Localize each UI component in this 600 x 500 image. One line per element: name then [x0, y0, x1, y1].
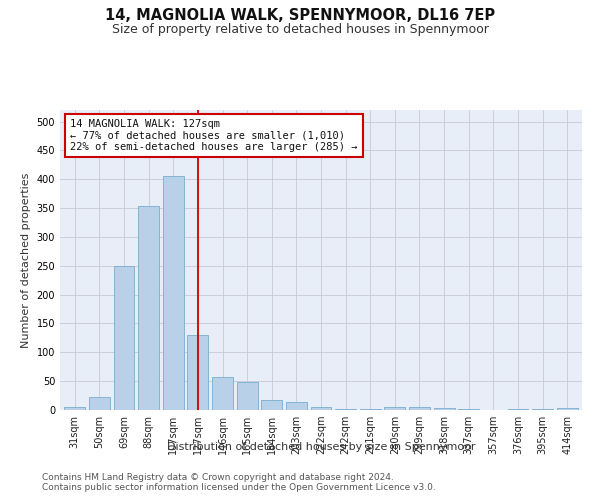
Y-axis label: Number of detached properties: Number of detached properties [21, 172, 31, 348]
Text: Size of property relative to detached houses in Spennymoor: Size of property relative to detached ho… [112, 22, 488, 36]
Bar [385, 406, 406, 410]
Text: 14, MAGNOLIA WALK, SPENNYMOOR, DL16 7EP: 14, MAGNOLIA WALK, SPENNYMOOR, DL16 7EP [105, 8, 495, 22]
Bar [335, 409, 356, 410]
Text: 14 MAGNOLIA WALK: 127sqm
← 77% of detached houses are smaller (1,010)
22% of sem: 14 MAGNOLIA WALK: 127sqm ← 77% of detach… [70, 119, 358, 152]
Text: Contains public sector information licensed under the Open Government Licence v3: Contains public sector information licen… [42, 482, 436, 492]
Bar [138, 206, 159, 410]
Bar [286, 402, 307, 410]
Bar [163, 176, 184, 410]
Text: Distribution of detached houses by size in Spennymoor: Distribution of detached houses by size … [167, 442, 475, 452]
Bar [261, 400, 282, 410]
Text: Contains HM Land Registry data © Crown copyright and database right 2024.: Contains HM Land Registry data © Crown c… [42, 472, 394, 482]
Bar [434, 408, 455, 410]
Bar [557, 408, 578, 410]
Bar [409, 407, 430, 410]
Bar [64, 407, 85, 410]
Bar [311, 407, 331, 410]
Bar [212, 376, 233, 410]
Bar [236, 382, 257, 410]
Bar [113, 266, 134, 410]
Bar [508, 409, 529, 410]
Bar [89, 398, 110, 410]
Bar [187, 335, 208, 410]
